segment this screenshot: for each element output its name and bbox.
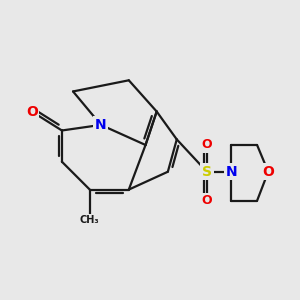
Text: O: O [262,165,274,179]
Text: O: O [202,194,212,207]
Text: O: O [202,139,212,152]
Text: S: S [202,165,212,179]
Text: N: N [226,165,237,179]
Text: N: N [95,118,107,132]
Text: O: O [26,104,38,118]
Text: CH₃: CH₃ [80,215,100,225]
